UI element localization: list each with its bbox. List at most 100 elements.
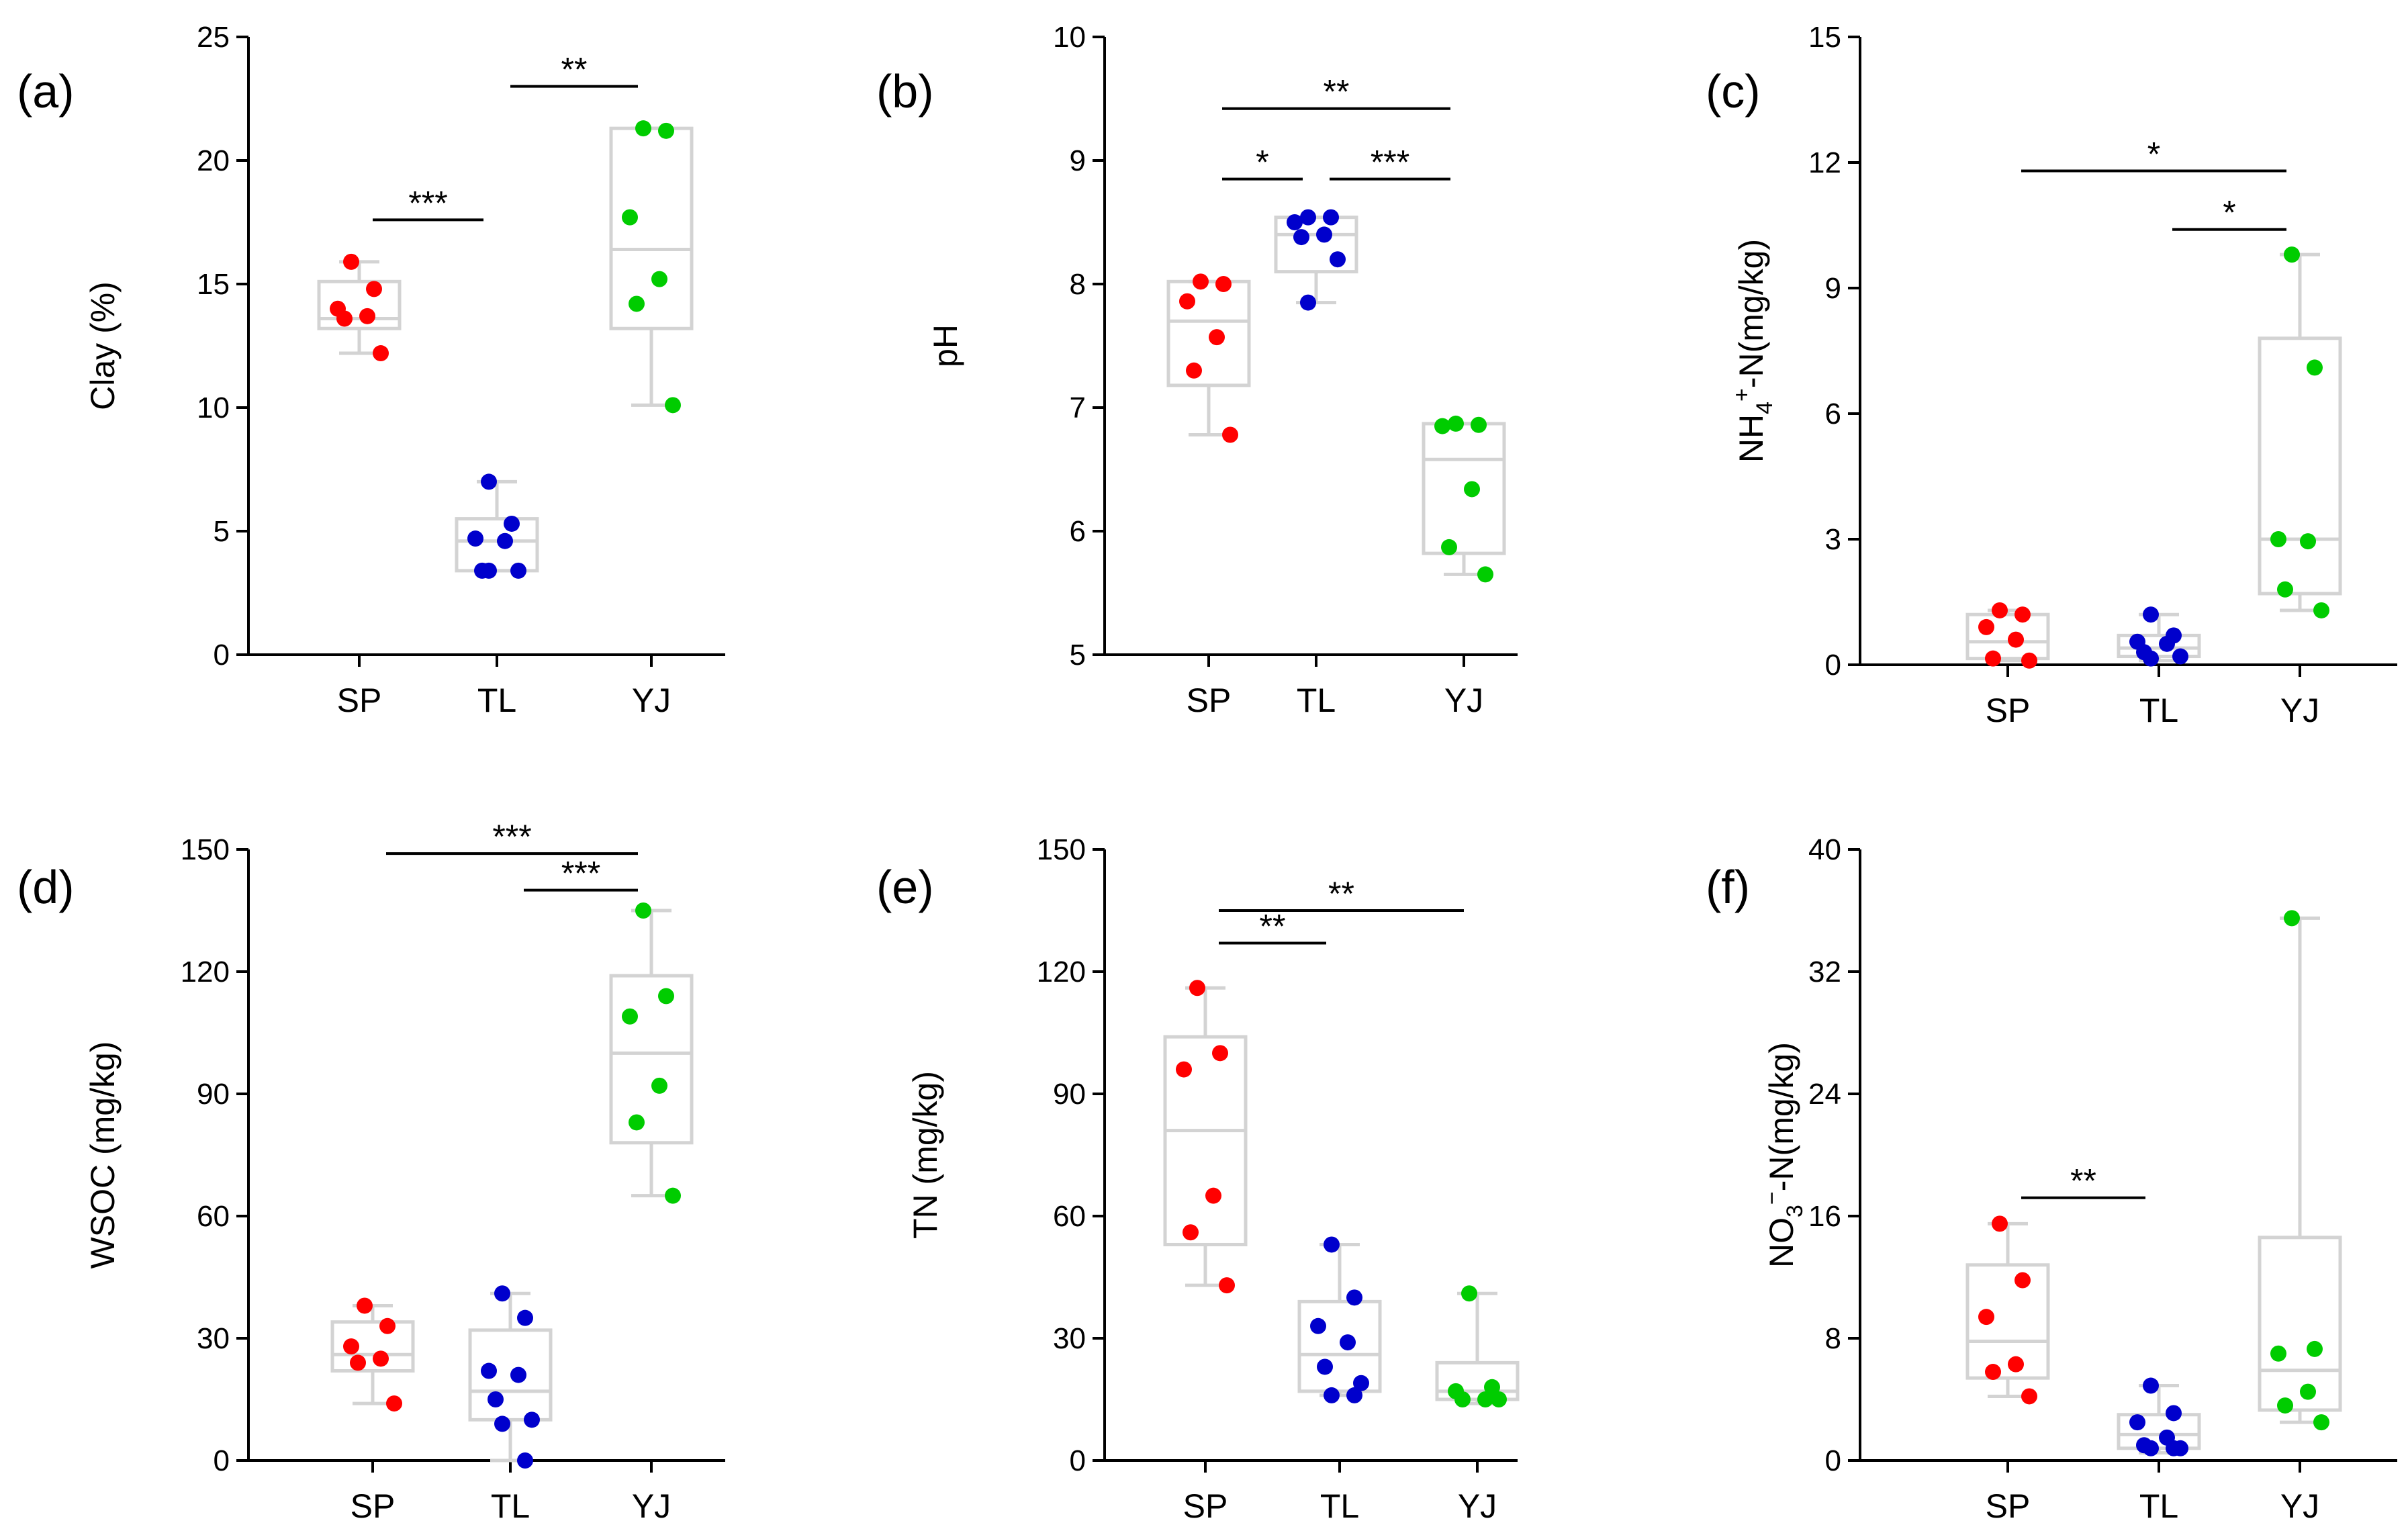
y-tick-label: 150 <box>181 833 230 866</box>
data-point <box>2284 910 2300 927</box>
data-point <box>2159 635 2175 652</box>
data-point <box>2172 648 2188 665</box>
box-TL <box>1274 209 1358 311</box>
data-point <box>2166 1440 2182 1456</box>
data-point <box>651 271 667 287</box>
y-tick-label: 12 <box>1808 146 1841 179</box>
data-point <box>1183 1224 1199 1241</box>
box-TL <box>455 473 539 579</box>
data-point <box>2015 1272 2031 1289</box>
data-point <box>1205 1187 1221 1204</box>
data-point <box>1464 481 1480 498</box>
x-tick-label: TL <box>1320 1487 1359 1525</box>
data-point <box>665 1187 681 1204</box>
data-point <box>1310 1317 1326 1334</box>
x-tick-label: SP <box>1986 1487 2031 1525</box>
data-point <box>366 281 382 297</box>
data-point <box>386 1395 402 1412</box>
y-tick-label: 6 <box>1825 398 1841 430</box>
data-point <box>651 1077 667 1094</box>
y-tick-label: 40 <box>1808 833 1841 866</box>
box-YJ <box>2258 246 2342 618</box>
panel-label: (c) <box>1706 65 1761 118</box>
x-tick-label: TL <box>1297 682 1336 719</box>
data-point <box>2143 650 2159 667</box>
y-tick-label: 6 <box>1070 515 1086 548</box>
panel-f: (f) 0 8 16 24 32 40 SP TL YJ NO3−-N(mg/kg) ** <box>1706 833 2397 1525</box>
y-tick-label: 5 <box>1070 639 1086 671</box>
significance-label: *** <box>492 818 531 855</box>
data-point <box>1978 1309 1994 1326</box>
data-point <box>379 1317 396 1334</box>
data-point <box>1978 618 1994 635</box>
y-tick-label: 16 <box>1808 1200 1841 1233</box>
box-iqr <box>1965 612 2050 661</box>
data-point <box>1992 602 2008 618</box>
data-point <box>524 1411 540 1428</box>
box-iqr <box>1163 1035 1248 1246</box>
y-tick-label: 8 <box>1825 1322 1841 1355</box>
data-point <box>1323 209 1339 226</box>
data-point <box>1477 1391 1493 1407</box>
data-point <box>2270 1345 2286 1362</box>
significance-label: *** <box>1371 144 1409 181</box>
data-point <box>481 1362 497 1379</box>
x-tick-label: SP <box>1986 692 2031 729</box>
box-TL <box>1297 1236 1382 1403</box>
box-YJ <box>2258 910 2342 1431</box>
y-tick-label: 0 <box>214 639 230 671</box>
y-tick-label: 90 <box>197 1078 230 1111</box>
box-SP <box>330 1297 415 1412</box>
x-tick-label: YJ <box>1458 1487 1497 1525</box>
data-point <box>1293 229 1309 246</box>
data-point <box>2277 581 2293 598</box>
data-point <box>1985 1364 2001 1381</box>
box-TL <box>2117 606 2201 667</box>
data-point <box>2143 606 2159 623</box>
box-YJ <box>1422 415 1506 583</box>
data-point <box>1287 214 1303 230</box>
x-tick-label: YJ <box>1444 682 1483 719</box>
y-tick-label: 0 <box>1070 1444 1086 1477</box>
significance-label: * <box>2223 194 2235 232</box>
box-iqr <box>1422 422 1506 555</box>
box-YJ <box>609 902 694 1204</box>
box-iqr <box>2258 336 2342 596</box>
box-iqr <box>330 1320 415 1373</box>
data-point <box>467 530 483 547</box>
data-point <box>665 397 681 414</box>
box-iqr <box>317 279 402 330</box>
data-point <box>517 1452 533 1469</box>
box-SP <box>1163 980 1248 1294</box>
data-point <box>357 1297 373 1314</box>
y-tick-label: 60 <box>197 1200 230 1233</box>
data-point <box>1222 426 1238 443</box>
y-tick-label: 60 <box>1053 1200 1086 1233</box>
y-tick-label: 15 <box>197 268 230 301</box>
data-point <box>1215 276 1232 292</box>
data-point <box>1316 226 1332 243</box>
data-point <box>1346 1289 1362 1306</box>
data-point <box>2277 1397 2293 1414</box>
data-point <box>1985 650 2001 667</box>
data-point <box>2021 1388 2037 1405</box>
panel-d: (d) 0 30 60 90 120 150 SP TL YJ WSOC (mg/kg) *** *** <box>17 818 725 1525</box>
y-tick-label: 3 <box>1825 523 1841 556</box>
box-iqr <box>2258 1236 2342 1412</box>
x-tick-label: SP <box>351 1487 396 1525</box>
data-point <box>2129 1414 2145 1431</box>
box-SP <box>1965 602 2050 669</box>
panel-label: (d) <box>17 861 75 913</box>
data-point <box>1317 1358 1333 1375</box>
data-point <box>1189 980 1205 996</box>
data-point <box>1193 273 1209 290</box>
y-tick-label: 0 <box>214 1444 230 1477</box>
data-point <box>2307 1340 2323 1357</box>
data-point <box>2021 652 2037 669</box>
data-point <box>494 1285 510 1302</box>
panel-label: (e) <box>876 861 934 913</box>
data-point <box>658 988 674 1005</box>
significance-label: ** <box>1328 875 1354 913</box>
data-point <box>2300 1383 2316 1400</box>
